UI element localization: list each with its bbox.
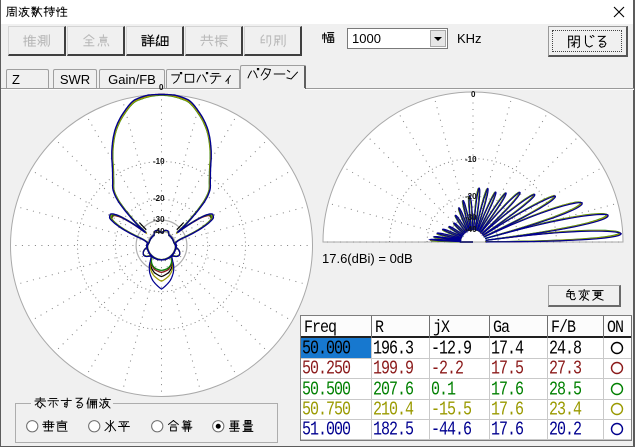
svg-text:-20: -20: [465, 192, 477, 201]
svg-text:-30: -30: [153, 215, 165, 224]
svg-text:-20: -20: [153, 194, 165, 203]
svg-text:-10: -10: [153, 157, 165, 166]
svg-text:-40: -40: [465, 225, 477, 234]
svg-text:-30: -30: [465, 213, 477, 222]
svg-text:-10: -10: [465, 155, 477, 164]
svg-text:0: 0: [471, 90, 476, 99]
svg-text:0: 0: [159, 83, 164, 92]
svg-text:-40: -40: [153, 227, 165, 236]
